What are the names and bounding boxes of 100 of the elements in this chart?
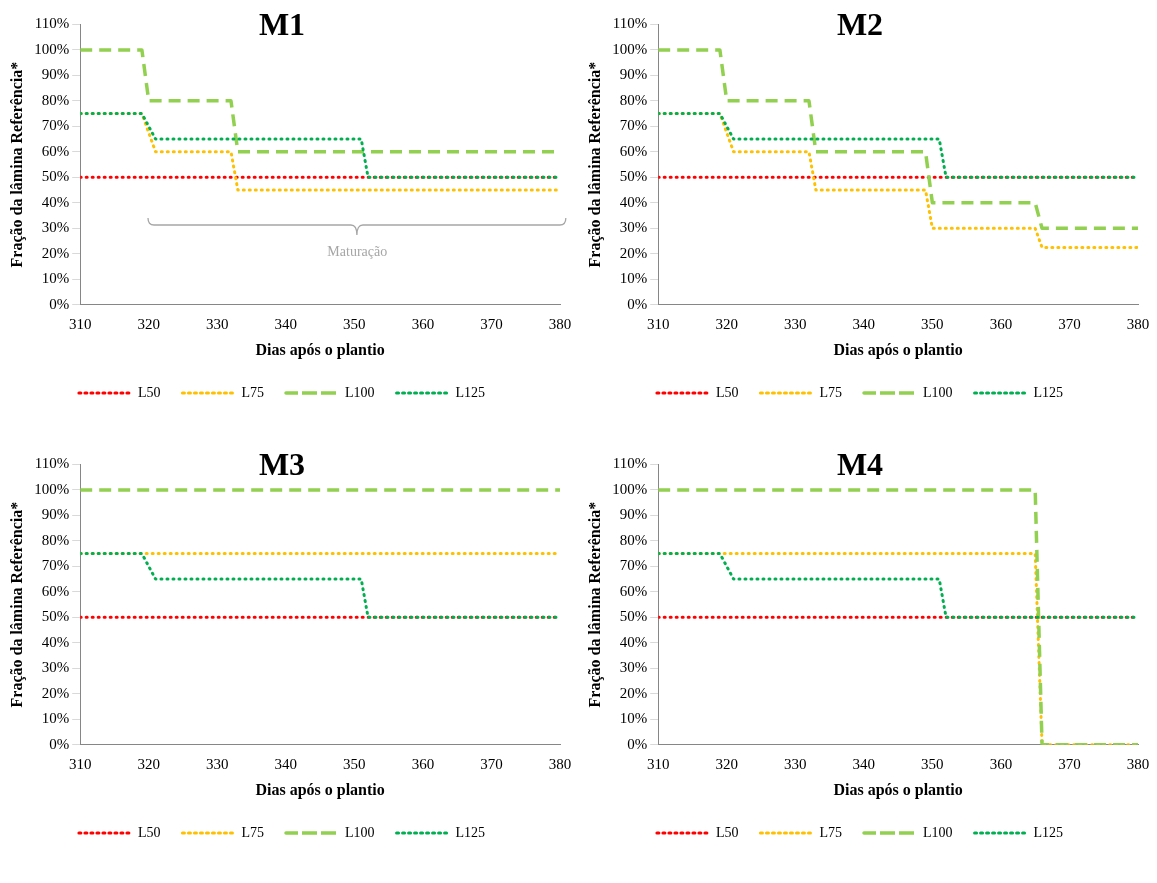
x-tick-label: 350 [343, 755, 366, 772]
y-tick-label: 0% [49, 295, 70, 312]
chart-title: M2 [836, 6, 884, 43]
legend-label: L100 [345, 384, 375, 400]
y-tick-label: 20% [619, 684, 648, 701]
x-tick-label: 330 [206, 755, 229, 772]
y-axis-title: Fração da lâmina Referência* [585, 61, 604, 268]
x-tick-label: 350 [921, 315, 944, 332]
y-tick-label: 50% [41, 168, 70, 185]
y-tick-label: 110% [612, 15, 648, 32]
x-tick-label: 310 [646, 315, 670, 332]
y-tick-label: 100% [612, 40, 648, 57]
legend-label: L100 [923, 384, 953, 400]
x-tick-label: 380 [548, 755, 572, 772]
y-tick-label: 0% [627, 295, 648, 312]
y-axis-title: Fração da lâmina Referência* [7, 61, 26, 268]
x-tick-label: 320 [137, 315, 160, 332]
y-tick-label: 110% [34, 15, 70, 32]
y-tick-label: 40% [619, 633, 648, 650]
legend-label: L125 [1033, 384, 1064, 400]
legend-label: L125 [455, 824, 486, 840]
annotation: Maturação [327, 243, 388, 259]
x-tick-label: 380 [1126, 315, 1150, 332]
y-tick-label: 90% [41, 506, 70, 523]
x-tick-label: 320 [137, 755, 160, 772]
y-tick-label: 80% [41, 531, 70, 548]
y-tick-label: 40% [619, 193, 648, 210]
x-tick-label: 380 [548, 315, 572, 332]
y-tick-label: 80% [619, 91, 648, 108]
y-tick-label: 40% [41, 193, 70, 210]
legend-label: L100 [345, 824, 375, 840]
legend-label: L50 [715, 824, 739, 840]
chart-title: M4 [836, 446, 884, 483]
y-tick-label: 90% [619, 66, 648, 83]
line-series [658, 48, 1138, 231]
y-tick-label: 50% [41, 608, 70, 625]
y-tick-label: 80% [619, 531, 648, 548]
legend-label: L75 [819, 824, 843, 840]
x-tick-label: 330 [784, 315, 807, 332]
x-tick-label: 320 [715, 315, 738, 332]
x-tick-label: 340 [852, 755, 876, 772]
x-tick-label: 330 [784, 755, 807, 772]
x-tick-label: 370 [480, 755, 503, 772]
x-tick-label: 360 [989, 755, 1013, 772]
y-tick-label: 60% [41, 582, 70, 599]
y-tick-label: 0% [49, 735, 70, 752]
y-tick-label: 70% [619, 557, 648, 574]
legend-label: L75 [241, 824, 265, 840]
x-tick-label: 370 [1058, 755, 1081, 772]
legend-label: L75 [819, 384, 843, 400]
x-tick-label: 330 [206, 315, 229, 332]
x-tick-label: 360 [411, 315, 435, 332]
y-tick-label: 70% [41, 557, 70, 574]
legend-label: L100 [923, 824, 953, 840]
legend-label: L125 [1033, 824, 1064, 840]
x-tick-label: 340 [274, 755, 298, 772]
x-axis-title: Dias após o plantio [255, 780, 385, 799]
legend-label: L50 [137, 824, 161, 840]
y-tick-label: 70% [619, 117, 648, 134]
y-tick-label: 50% [619, 608, 648, 625]
y-tick-label: 70% [41, 117, 70, 134]
x-tick-label: 360 [989, 315, 1013, 332]
y-tick-label: 60% [619, 582, 648, 599]
x-tick-label: 340 [274, 315, 298, 332]
y-tick-label: 10% [41, 710, 70, 727]
y-tick-label: 10% [41, 270, 70, 287]
legend-label: L50 [137, 384, 161, 400]
x-tick-label: 310 [68, 755, 92, 772]
y-axis-title: Fração da lâmina Referência* [585, 501, 604, 708]
x-tick-label: 360 [411, 755, 435, 772]
y-tick-label: 90% [41, 66, 70, 83]
y-tick-label: 20% [619, 244, 648, 261]
y-tick-label: 100% [612, 480, 648, 497]
x-tick-label: 310 [646, 755, 670, 772]
chart-title: M1 [258, 6, 306, 43]
y-tick-label: 20% [41, 244, 70, 261]
y-tick-label: 0% [627, 735, 648, 752]
x-tick-label: 310 [68, 315, 92, 332]
y-tick-label: 100% [34, 40, 70, 57]
y-tick-label: 80% [41, 91, 70, 108]
x-tick-label: 320 [715, 755, 738, 772]
y-tick-label: 60% [619, 142, 648, 159]
y-tick-label: 10% [619, 710, 648, 727]
y-tick-label: 110% [34, 455, 70, 472]
x-axis-title: Dias após o plantio [833, 340, 963, 359]
x-tick-label: 350 [921, 755, 944, 772]
y-tick-label: 20% [41, 684, 70, 701]
x-tick-label: 340 [852, 315, 876, 332]
x-tick-label: 370 [480, 315, 503, 332]
chart-title: M3 [258, 446, 306, 483]
x-tick-label: 350 [343, 315, 366, 332]
x-axis-title: Dias após o plantio [255, 340, 385, 359]
y-axis-title: Fração da lâmina Referência* [7, 501, 26, 708]
legend-label: L75 [241, 384, 265, 400]
x-tick-label: 370 [1058, 315, 1081, 332]
legend-label: L50 [715, 384, 739, 400]
legend-label: L125 [455, 384, 486, 400]
y-tick-label: 30% [619, 659, 648, 676]
y-tick-label: 60% [41, 142, 70, 159]
y-tick-label: 40% [41, 633, 70, 650]
